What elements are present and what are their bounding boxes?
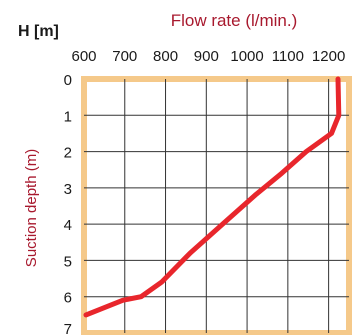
- y-tick-label: 0: [64, 72, 72, 89]
- y-tick-label: 7: [64, 321, 72, 335]
- y-tick-label: 6: [64, 290, 72, 307]
- y-tick-label: 3: [64, 181, 72, 198]
- corner-unit-label: H [m]: [18, 23, 59, 40]
- y-tick-label: 4: [64, 217, 72, 234]
- y-axis-title: Suction depth (m): [23, 149, 40, 267]
- x-tick-label: 600: [71, 48, 96, 65]
- y-tick-labels: 0 1 2 3 4 5 6 7: [64, 72, 72, 335]
- x-tick-label: 900: [194, 48, 219, 65]
- y-tick-label: 1: [64, 108, 72, 125]
- x-tick-label: 1200: [312, 48, 345, 65]
- y-tick-label: 5: [64, 253, 72, 270]
- x-tick-label: 700: [112, 48, 137, 65]
- plot-frame: [81, 76, 352, 335]
- series-group: [83, 76, 342, 318]
- x-tick-label: 1100: [272, 48, 304, 65]
- x-tick-label: 1000: [230, 48, 263, 65]
- x-tick-labels: 600 700 800 900 1000 1100 1200: [71, 48, 345, 65]
- x-tick-label: 800: [153, 48, 178, 65]
- x-axis-title: Flow rate (l/min.): [171, 11, 298, 30]
- y-tick-label: 2: [64, 145, 72, 162]
- series-line: [83, 76, 342, 318]
- plot-border: [81, 76, 352, 335]
